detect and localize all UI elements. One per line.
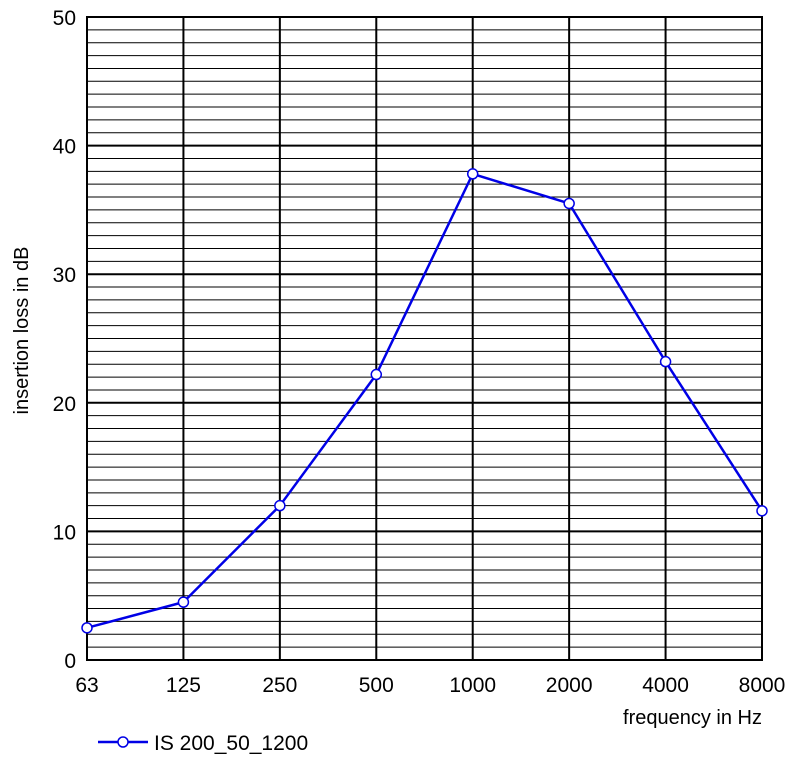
series-point [756, 505, 768, 517]
series-point [370, 368, 383, 381]
series-line [86, 172, 764, 630]
x-tick-label: 63 [75, 674, 98, 697]
y-tick-label: 50 [53, 7, 76, 30]
x-tick-label: 125 [166, 674, 201, 697]
y-tick-label: 20 [53, 393, 76, 416]
series-points [81, 168, 768, 634]
legend: IS 200_50_1200 [98, 732, 308, 755]
x-axis-title: frequency in Hz [623, 707, 762, 729]
y-tick-label: 10 [53, 521, 76, 544]
series-point [81, 622, 93, 634]
x-tick-label: 8000 [739, 674, 786, 697]
minor-grid [87, 29, 762, 648]
series-point [177, 596, 190, 608]
y-tick-label: 30 [53, 264, 76, 287]
y-tick-labels: 0 10 20 30 40 50 [53, 7, 76, 673]
series-point [659, 355, 672, 368]
series-point [466, 168, 479, 180]
legend-label: IS 200_50_1200 [154, 732, 308, 755]
x-tick-label: 250 [262, 674, 297, 697]
x-tick-label: 4000 [642, 674, 689, 697]
x-tick-label: 2000 [546, 674, 593, 697]
x-tick-label: 1000 [449, 674, 496, 697]
legend-marker [117, 736, 129, 748]
plot-frame [86, 16, 763, 661]
y-tick-label: 40 [53, 136, 76, 159]
series-point [274, 499, 286, 512]
y-axis-title: insertion loss in dB [11, 247, 33, 415]
x-tick-labels: 63 125 250 500 1000 2000 4000 8000 [75, 674, 785, 697]
y-tick-label: 0 [64, 650, 76, 673]
x-tick-label: 500 [359, 674, 394, 697]
series-point [563, 197, 575, 210]
